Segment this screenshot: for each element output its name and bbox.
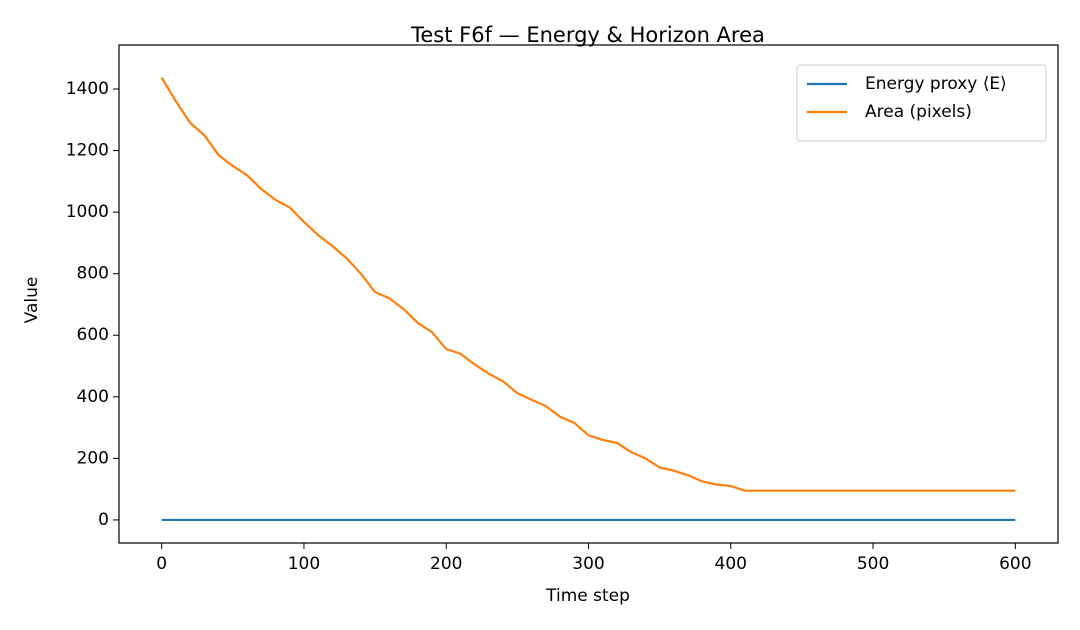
y-tick-label: 400 [77, 387, 109, 407]
x-tick-label: 300 [572, 554, 604, 574]
y-tick-label: 1400 [66, 79, 109, 99]
legend-box [796, 64, 1047, 142]
chart-title: Test F6f — Energy & Horizon Area [410, 23, 765, 47]
y-axis-label: Value [22, 277, 42, 324]
y-tick-label: 600 [77, 325, 109, 345]
x-tick-label: 400 [715, 554, 747, 574]
legend-label: Energy proxy ⟨E⟩ [865, 74, 1007, 94]
x-tick-label: 600 [999, 554, 1031, 574]
y-tick-label: 1000 [66, 202, 109, 222]
x-tick-label: 100 [288, 554, 320, 574]
y-tick-label: 1200 [66, 141, 109, 161]
x-tick-label: 0 [156, 554, 167, 574]
x-axis-label: Time step [545, 586, 630, 606]
plot-frame [118, 44, 1059, 544]
data-line [160, 77, 1016, 492]
y-tick-label: 800 [77, 264, 109, 284]
x-tick-label: 200 [430, 554, 462, 574]
legend-label: Area (pixels) [865, 102, 972, 122]
y-tick-label: 200 [77, 448, 109, 468]
x-tick-label: 500 [857, 554, 889, 574]
y-tick-label: 0 [98, 510, 109, 530]
